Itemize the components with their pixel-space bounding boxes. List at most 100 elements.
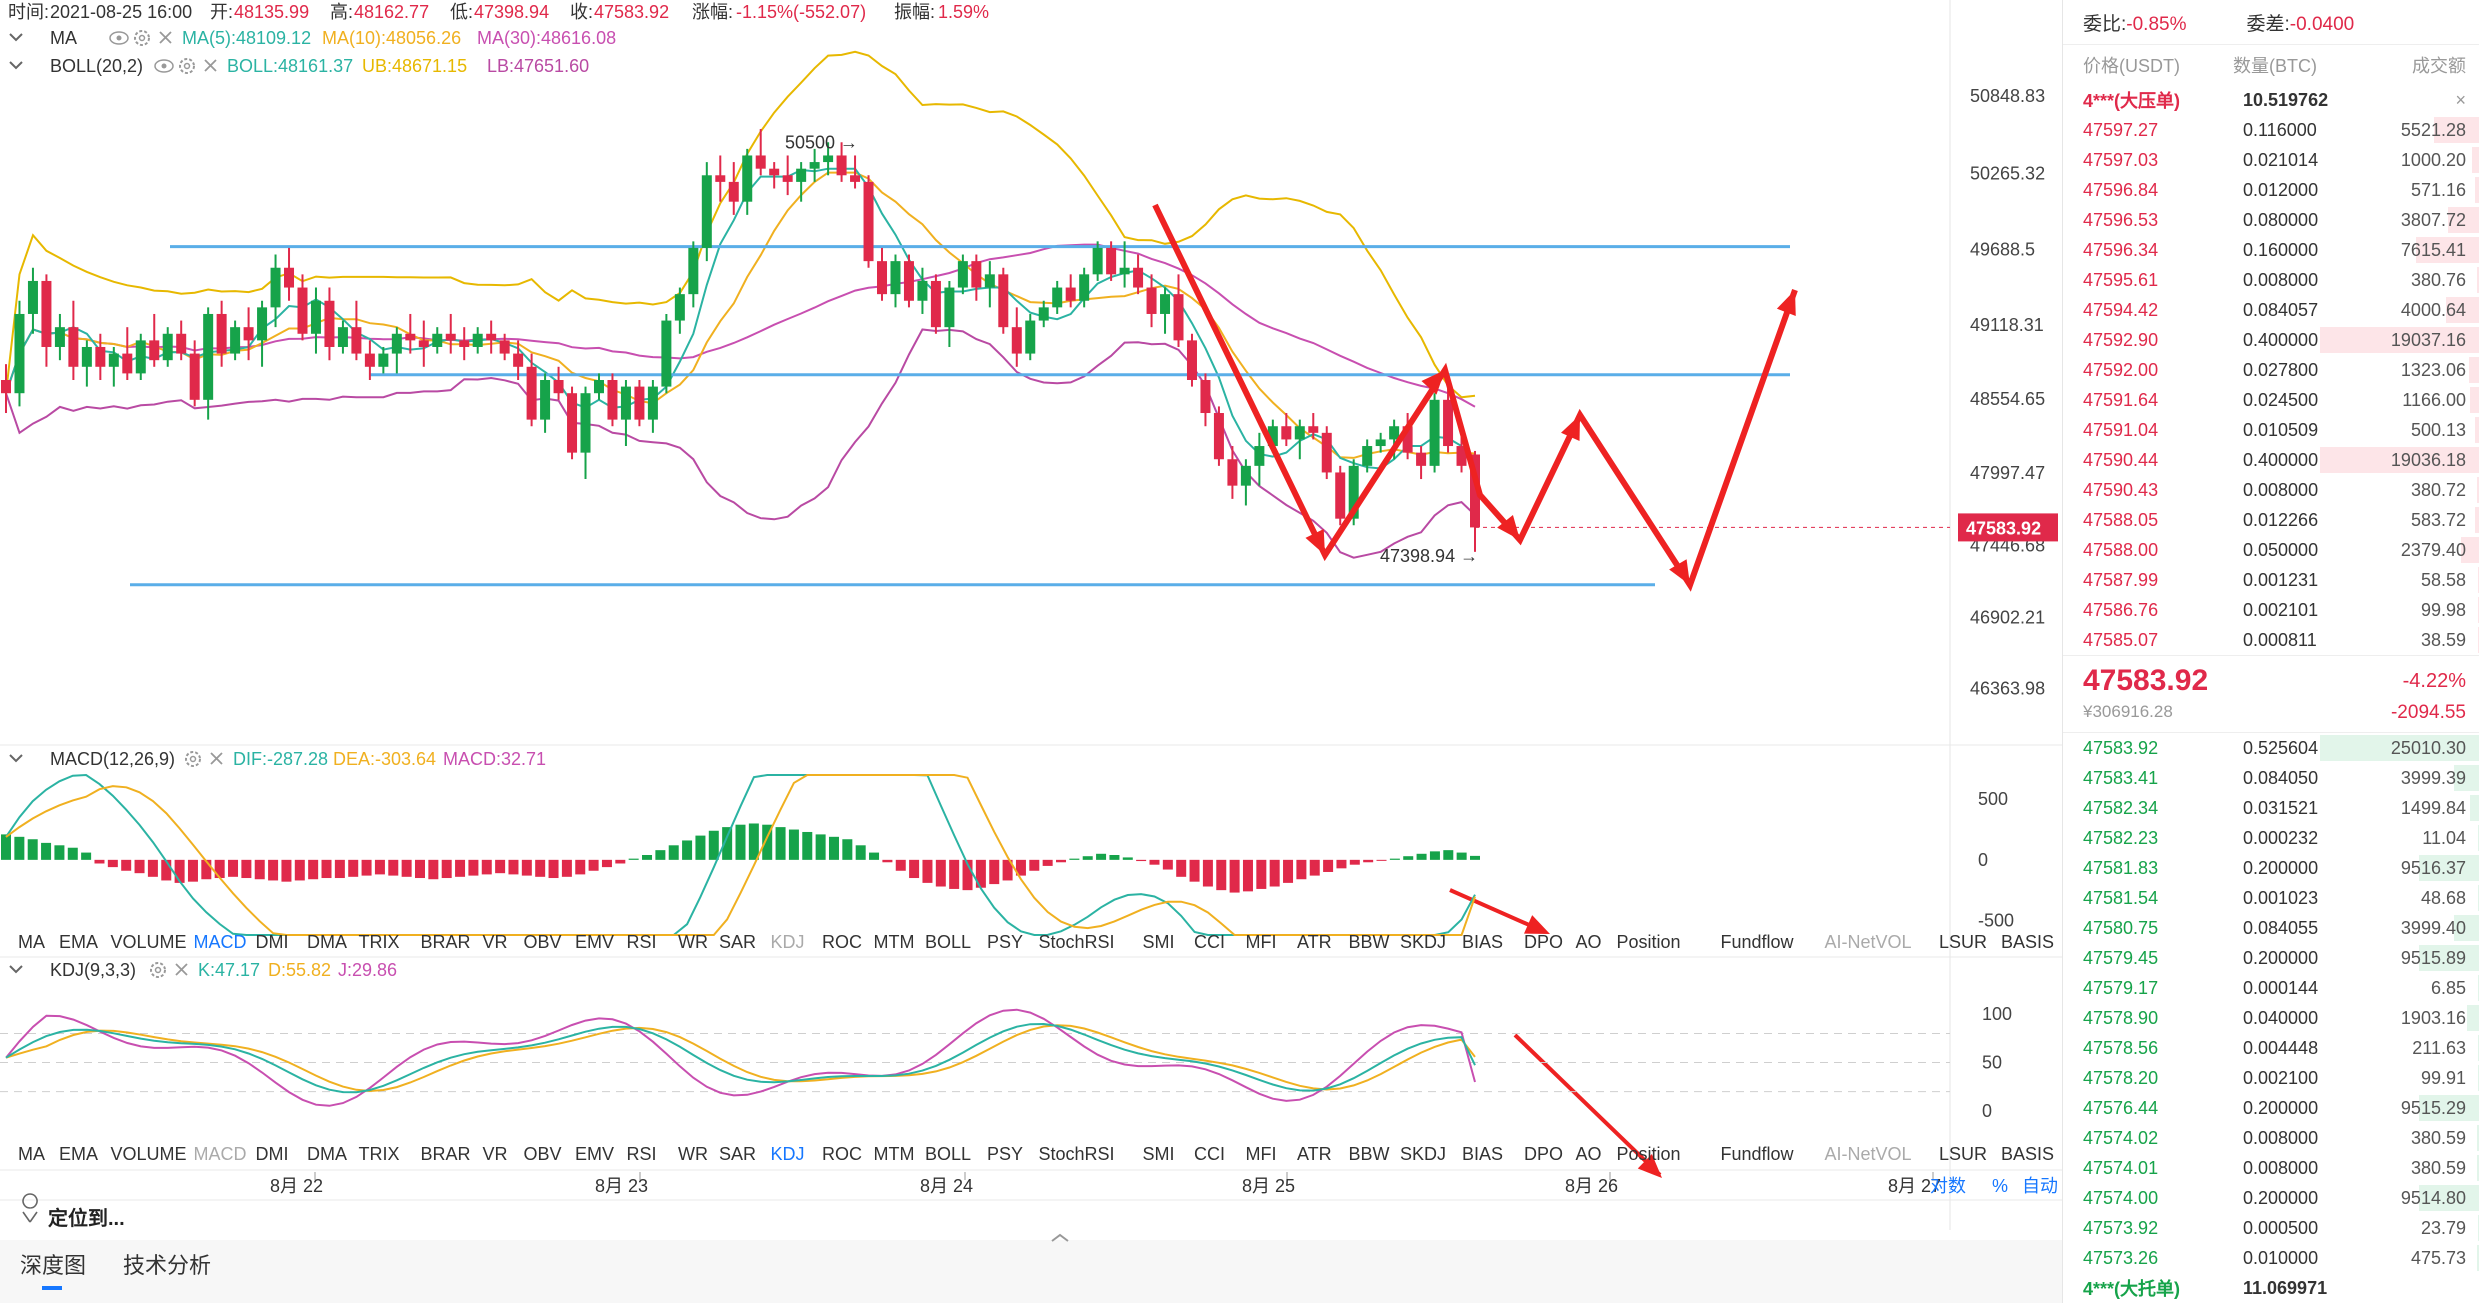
- indicator-tab-mtm[interactable]: MTM: [874, 1144, 915, 1164]
- bid-row[interactable]: 47573.92 0.000500 23.79: [2063, 1213, 2479, 1243]
- indicator-tab-brar[interactable]: BRAR: [421, 932, 471, 952]
- ask-row[interactable]: 47596.84 0.012000 571.16: [2063, 175, 2479, 205]
- ask-row[interactable]: 47588.05 0.012266 583.72: [2063, 505, 2479, 535]
- tab-technical-analysis[interactable]: 技术分析: [123, 1253, 211, 1278]
- ask-row[interactable]: 47592.00 0.027800 1323.06: [2063, 355, 2479, 385]
- expand-up-icon[interactable]: [1051, 1233, 1069, 1242]
- ask-row[interactable]: 47585.07 0.000811 38.59: [2063, 625, 2479, 655]
- bid-row[interactable]: 47578.56 0.004448 211.63: [2063, 1033, 2479, 1063]
- bid-row[interactable]: 47583.92 0.525604 25010.30: [2063, 733, 2479, 763]
- gear-icon[interactable]: [134, 30, 150, 46]
- indicator-tab-ma[interactable]: MA: [18, 932, 45, 952]
- indicator-tab-emv[interactable]: EMV: [575, 932, 614, 952]
- indicator-tab-dma[interactable]: DMA: [307, 932, 347, 952]
- indicator-tab-rsi[interactable]: RSI: [627, 932, 657, 952]
- gear-icon[interactable]: [185, 751, 201, 767]
- eye-icon[interactable]: [154, 59, 174, 73]
- ask-row[interactable]: 47591.64 0.024500 1166.00: [2063, 385, 2479, 415]
- indicator-tab-smi[interactable]: SMI: [1143, 1144, 1175, 1164]
- bid-row[interactable]: 47574.02 0.008000 380.59: [2063, 1123, 2479, 1153]
- indicator-tab-fundflow[interactable]: Fundflow: [1721, 932, 1795, 952]
- indicator-tab-volume[interactable]: VOLUME: [111, 1144, 187, 1164]
- indicator-tab-trix[interactable]: TRIX: [359, 932, 400, 952]
- indicator-tab-basis[interactable]: BASIS: [2001, 932, 2054, 952]
- bid-row[interactable]: 47580.75 0.084055 3999.40: [2063, 913, 2479, 943]
- indicator-tab-smi[interactable]: SMI: [1143, 932, 1175, 952]
- indicator-tab-position[interactable]: Position: [1617, 932, 1681, 952]
- close-icon[interactable]: [159, 31, 172, 44]
- indicator-tab-roc[interactable]: ROC: [822, 1144, 862, 1164]
- bid-row[interactable]: 47576.44 0.200000 9515.29: [2063, 1093, 2479, 1123]
- indicator-tab-mfi[interactable]: MFI: [1246, 932, 1277, 952]
- chevron-down-icon[interactable]: [9, 754, 23, 763]
- indicator-tab-rsi[interactable]: RSI: [627, 1144, 657, 1164]
- indicator-tab-boll[interactable]: BOLL: [925, 1144, 971, 1164]
- indicator-tab-obv[interactable]: OBV: [524, 1144, 562, 1164]
- chevron-down-icon[interactable]: [9, 61, 23, 70]
- ask-row[interactable]: 47590.44 0.400000 19036.18: [2063, 445, 2479, 475]
- indicator-tab-boll[interactable]: BOLL: [925, 932, 971, 952]
- bid-row[interactable]: 47581.54 0.001023 48.68: [2063, 883, 2479, 913]
- indicator-tab-mfi[interactable]: MFI: [1246, 1144, 1277, 1164]
- indicator-tab-dmi[interactable]: DMI: [256, 932, 289, 952]
- indicator-tab-vr[interactable]: VR: [483, 1144, 508, 1164]
- indicator-tab-obv[interactable]: OBV: [524, 932, 562, 952]
- gear-icon[interactable]: [179, 58, 195, 74]
- bid-row[interactable]: 47574.01 0.008000 380.59: [2063, 1153, 2479, 1183]
- auto-scale-toggle[interactable]: 自动: [2022, 1176, 2058, 1196]
- bid-row[interactable]: 47582.34 0.031521 1499.84: [2063, 793, 2479, 823]
- indicator-tab-wr[interactable]: WR: [678, 932, 708, 952]
- indicator-tab-bias[interactable]: BIAS: [1462, 1144, 1503, 1164]
- bid-row[interactable]: 47573.26 0.010000 475.73: [2063, 1243, 2479, 1273]
- indicator-tab-mtm[interactable]: MTM: [874, 932, 915, 952]
- indicator-tab-fundflow[interactable]: Fundflow: [1721, 1144, 1795, 1164]
- percent-scale-toggle[interactable]: %: [1992, 1176, 2008, 1196]
- indicator-tab-kdj[interactable]: KDJ: [771, 1144, 805, 1164]
- indicator-tab-ema[interactable]: EMA: [59, 1144, 98, 1164]
- indicator-tab-dma[interactable]: DMA: [307, 1144, 347, 1164]
- indicator-tab-vr[interactable]: VR: [483, 932, 508, 952]
- locate-button[interactable]: 定位到...: [48, 1206, 125, 1230]
- close-icon[interactable]: [175, 963, 188, 976]
- indicator-tab-lsur[interactable]: LSUR: [1939, 932, 1987, 952]
- indicator-tab-dpo[interactable]: DPO: [1524, 1144, 1563, 1164]
- ask-row[interactable]: 47594.42 0.084057 4000.64: [2063, 295, 2479, 325]
- indicator-tab-bbw[interactable]: BBW: [1349, 932, 1390, 952]
- indicator-tab-ma[interactable]: MA: [18, 1144, 45, 1164]
- bid-row[interactable]: 47583.41 0.084050 3999.39: [2063, 763, 2479, 793]
- indicator-tab-lsur[interactable]: LSUR: [1939, 1144, 1987, 1164]
- indicator-tab-dmi[interactable]: DMI: [256, 1144, 289, 1164]
- indicator-tab-bias[interactable]: BIAS: [1462, 932, 1503, 952]
- indicator-tab-sar[interactable]: SAR: [719, 1144, 756, 1164]
- chevron-down-icon[interactable]: [9, 33, 23, 42]
- indicator-tab-stochrsi[interactable]: StochRSI: [1039, 932, 1115, 952]
- ask-row[interactable]: 47596.34 0.160000 7615.41: [2063, 235, 2479, 265]
- tab-depth-chart[interactable]: 深度图: [20, 1253, 86, 1278]
- indicator-tab-atr[interactable]: ATR: [1297, 932, 1332, 952]
- ask-row[interactable]: 47596.53 0.080000 3807.72: [2063, 205, 2479, 235]
- indicator-tab-brar[interactable]: BRAR: [421, 1144, 471, 1164]
- indicator-tab-cci[interactable]: CCI: [1194, 1144, 1225, 1164]
- indicator-tab-atr[interactable]: ATR: [1297, 1144, 1332, 1164]
- eye-icon[interactable]: [109, 31, 129, 45]
- ask-row[interactable]: 47588.00 0.050000 2379.40: [2063, 535, 2479, 565]
- indicator-tab-ai-netvol[interactable]: AI-NetVOL: [1825, 1144, 1912, 1164]
- gear-icon[interactable]: [150, 962, 166, 978]
- indicator-tab-dpo[interactable]: DPO: [1524, 932, 1563, 952]
- bid-row[interactable]: 47574.00 0.200000 9514.80: [2063, 1183, 2479, 1213]
- bid-row[interactable]: 47582.23 0.000232 11.04: [2063, 823, 2479, 853]
- chevron-down-icon[interactable]: [9, 965, 23, 974]
- indicator-tab-position[interactable]: Position: [1617, 1144, 1681, 1164]
- ask-row[interactable]: 47587.99 0.001231 58.58: [2063, 565, 2479, 595]
- ask-row[interactable]: 47597.27 0.116000 5521.28: [2063, 115, 2479, 145]
- close-icon[interactable]: ×: [2455, 89, 2466, 110]
- ask-row[interactable]: 47586.76 0.002101 99.98: [2063, 595, 2479, 625]
- ask-row[interactable]: 47592.90 0.400000 19037.16: [2063, 325, 2479, 355]
- bid-row[interactable]: 47578.90 0.040000 1903.16: [2063, 1003, 2479, 1033]
- indicator-tab-emv[interactable]: EMV: [575, 1144, 614, 1164]
- indicator-tab-volume[interactable]: VOLUME: [111, 932, 187, 952]
- close-icon[interactable]: [204, 59, 217, 72]
- indicator-tab-kdj[interactable]: KDJ: [771, 932, 805, 952]
- ask-row[interactable]: 47590.43 0.008000 380.72: [2063, 475, 2479, 505]
- close-icon[interactable]: [210, 752, 223, 765]
